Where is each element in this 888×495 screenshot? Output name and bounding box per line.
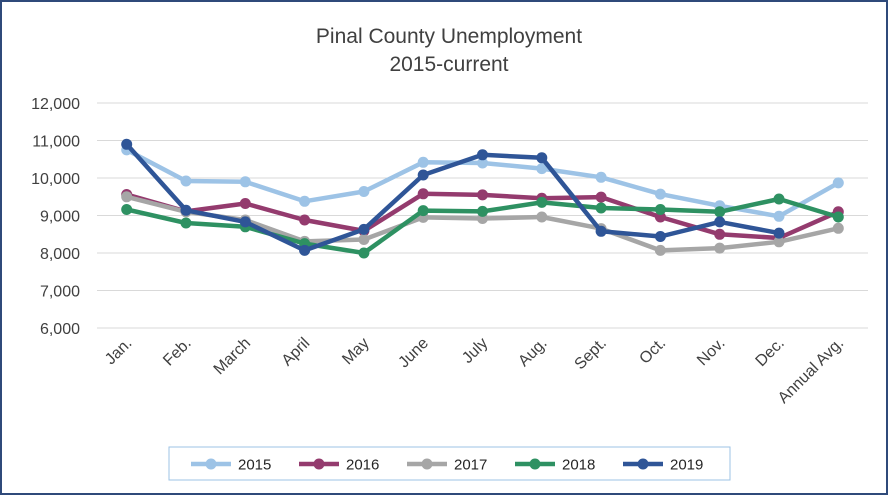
data-point — [773, 227, 785, 239]
series-2019 — [121, 138, 785, 256]
legend-label: 2016 — [346, 457, 379, 474]
y-tick-label: 12,000 — [31, 96, 80, 113]
series-lines — [121, 138, 844, 259]
x-tick-label: Dec. — [753, 335, 788, 370]
data-point — [773, 193, 785, 205]
data-point — [358, 234, 370, 245]
y-tick-label: 9,000 — [40, 209, 80, 226]
y-tick-label: 7,000 — [40, 284, 80, 301]
data-point — [773, 210, 785, 222]
data-point — [595, 171, 607, 183]
legend-label: 2018 — [562, 457, 595, 474]
data-point — [714, 216, 726, 228]
data-point — [299, 244, 311, 256]
data-point — [121, 191, 133, 203]
x-tick-label: Nov. — [694, 335, 728, 369]
data-point — [832, 211, 844, 223]
data-point — [417, 188, 429, 200]
x-tick-label: Sept. — [572, 335, 610, 373]
x-tick-label: Jan. — [102, 335, 135, 368]
data-point — [714, 228, 726, 240]
data-point — [180, 175, 192, 187]
series-2015 — [121, 144, 844, 222]
data-point — [180, 217, 192, 229]
x-tick-label: Oct. — [636, 335, 669, 368]
data-point — [180, 204, 192, 216]
y-tick-label: 6,000 — [40, 321, 80, 338]
data-point — [477, 205, 488, 217]
data-point — [417, 156, 429, 168]
legend-label: 2019 — [670, 457, 703, 474]
data-point — [121, 204, 133, 215]
x-axis-ticks: Jan. Feb. March April May June July Aug. Sept. Oc… — [102, 335, 847, 407]
x-tick-label: May — [339, 335, 372, 368]
legend-marker — [313, 458, 325, 470]
chart-title: Pinal County Unemployment — [316, 25, 582, 48]
data-point — [417, 169, 429, 181]
data-point — [654, 188, 666, 200]
data-point — [239, 216, 251, 228]
legend-item: 2018 — [515, 457, 595, 474]
legend-label: 2015 — [238, 457, 271, 474]
data-point — [536, 196, 548, 208]
data-point — [536, 163, 548, 175]
x-tick-label: April — [279, 335, 314, 370]
data-point — [358, 247, 370, 259]
legend-item: 2019 — [623, 457, 703, 474]
legend-item: 2016 — [299, 457, 379, 474]
data-point — [595, 191, 607, 203]
data-point — [654, 231, 666, 242]
legend-marker — [637, 458, 649, 470]
data-point — [714, 206, 726, 218]
legend: 2015 2016 2017 2018 2019 — [168, 446, 731, 481]
data-point — [536, 211, 548, 223]
data-point — [239, 176, 251, 188]
data-point — [595, 225, 607, 237]
y-tick-label: 8,000 — [40, 246, 80, 263]
data-point — [595, 202, 607, 214]
legend-label: 2017 — [454, 457, 487, 474]
data-point — [417, 205, 429, 217]
data-point — [477, 157, 488, 169]
legend-marker — [205, 458, 217, 470]
data-point — [358, 186, 370, 197]
data-point — [714, 242, 726, 254]
y-tick-label: 11,000 — [32, 134, 80, 151]
series-line — [125, 142, 780, 253]
x-tick-label: Feb. — [160, 335, 195, 370]
legend-marker — [421, 458, 433, 470]
x-tick-label: March — [211, 335, 254, 378]
data-point — [239, 198, 251, 209]
legend-marker — [529, 458, 541, 470]
data-point — [477, 149, 488, 161]
legend-item: 2015 — [191, 457, 271, 474]
data-point — [654, 204, 666, 215]
data-point — [832, 222, 844, 234]
x-tick-label: Aug. — [515, 335, 550, 370]
data-point — [299, 195, 311, 207]
chart-subtitle: 2015-current — [389, 53, 508, 76]
y-axis-ticks: 6,000 7,000 8,000 9,000 10,000 11,000 12,000 — [31, 96, 80, 338]
data-point — [299, 214, 311, 226]
x-tick-label: June — [395, 335, 432, 372]
data-point — [536, 152, 548, 164]
data-point — [358, 223, 370, 235]
legend-item: 2017 — [407, 457, 487, 474]
data-point — [121, 138, 133, 150]
data-point — [477, 189, 488, 201]
y-tick-label: 10,000 — [31, 171, 80, 188]
data-point — [654, 244, 666, 256]
data-point — [832, 177, 844, 189]
data-point — [773, 236, 785, 248]
gridlines — [97, 102, 868, 329]
x-tick-label: July — [459, 335, 491, 367]
